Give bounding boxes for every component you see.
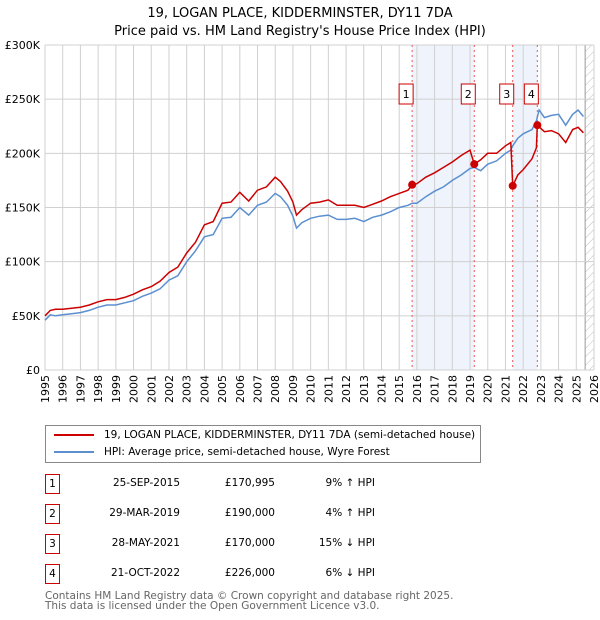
legend: 19, LOGAN PLACE, KIDDERMINSTER, DY11 7DA… [45, 425, 481, 463]
footer-line-2: This data is licensed under the Open Gov… [45, 600, 380, 612]
x-tick-label: 2003 [181, 375, 194, 403]
legend-item-hpi: HPI: Average price, semi-detached house,… [54, 446, 390, 458]
x-tick-label: 2020 [482, 375, 495, 403]
sale-price: £170,995 [224, 477, 275, 489]
sale-point [470, 160, 479, 169]
sale-hpi-diff: 15% ↓ HPI [318, 537, 375, 549]
x-tick-label: 1997 [74, 375, 87, 403]
sale-hpi-diff: 9% ↑ HPI [325, 477, 375, 489]
sale-marker-number: 1 [403, 88, 410, 101]
y-tick-label: £50K [12, 310, 41, 323]
sale-marker-number: 2 [465, 88, 472, 101]
x-tick-label: 2004 [198, 375, 211, 403]
sale-row: 1 25-SEP-2015 £170,995 9% ↑ HPI [45, 474, 445, 494]
sale-row: 2 29-MAR-2019 £190,000 4% ↑ HPI [45, 504, 445, 524]
sale-point [408, 180, 417, 189]
sale-date: 29-MAR-2019 [109, 507, 180, 519]
y-tick-label: £300K [5, 39, 41, 52]
sale-marker-box [398, 83, 414, 105]
y-tick-label: £200K [5, 147, 41, 160]
sale-row: 4 21-OCT-2022 £226,000 6% ↓ HPI [45, 564, 445, 584]
sale-hpi-diff: 6% ↓ HPI [325, 567, 375, 579]
footer-line-1: Contains HM Land Registry data © Crown c… [45, 590, 454, 602]
x-tick-label: 2019 [464, 375, 477, 403]
x-tick-label: 2007 [252, 375, 265, 403]
x-tick-label: 2021 [499, 375, 512, 403]
x-tick-label: 2014 [375, 375, 388, 403]
sale-price: £226,000 [224, 567, 275, 579]
x-tick-label: 2012 [340, 375, 353, 403]
x-tick-label: 2024 [553, 375, 566, 403]
sale-price: £190,000 [224, 507, 275, 519]
x-tick-label: 2006 [234, 375, 247, 403]
x-tick-label: 2013 [358, 375, 371, 403]
x-tick-label: 2016 [411, 375, 424, 403]
legend-label: HPI: Average price, semi-detached house,… [104, 446, 390, 458]
x-tick-label: 1996 [57, 375, 70, 403]
sale-marker-number: 3 [503, 88, 510, 101]
sale-date: 25-SEP-2015 [112, 477, 180, 489]
price-chart: 1995 1996 1997 1998 1999 2000 2001 2002 2003 2004… [5, 39, 600, 403]
x-tick-label: 2026 [588, 375, 600, 403]
x-tick-label: 2010 [305, 375, 318, 403]
x-tick-label: 2001 [145, 375, 158, 403]
sale-hpi-diff: 4% ↑ HPI [325, 507, 375, 519]
y-tick-label: £250K [5, 93, 41, 106]
sale-point [508, 181, 517, 190]
hpi-line [44, 108, 584, 321]
x-tick-label: 2008 [269, 375, 282, 403]
sale-date: 28-MAY-2021 [111, 537, 180, 549]
x-tick-label: 2002 [163, 375, 176, 403]
x-tick-label: 2025 [570, 375, 583, 403]
x-tick-label: 2005 [216, 375, 229, 403]
chart-title: 19, LOGAN PLACE, KIDDERMINSTER, DY11 7DA [147, 6, 453, 21]
y-tick-label: £0 [26, 364, 40, 377]
x-tick-label: 2015 [393, 375, 406, 403]
x-tick-label: 2011 [322, 375, 335, 403]
x-tick-label: 1998 [92, 375, 105, 403]
x-tick-label: 2023 [535, 375, 548, 403]
x-tick-label: 2022 [517, 375, 530, 403]
x-tick-label: 2009 [287, 375, 300, 403]
sale-point [533, 121, 542, 130]
sale-marker-box [499, 83, 515, 105]
sale-number: 2 [45, 504, 60, 524]
x-tick-label: 1995 [39, 375, 52, 403]
x-tick-label: 2018 [446, 375, 459, 403]
sale-price: £170,000 [224, 537, 275, 549]
x-tick-label: 1999 [110, 375, 123, 403]
y-tick-label: £150K [5, 202, 41, 215]
y-tick-label: £100K [5, 256, 41, 269]
sale-marker-number: 4 [528, 88, 535, 101]
sale-date: 21-OCT-2022 [111, 567, 180, 579]
chart-subtitle: Price paid vs. HM Land Registry's House … [114, 24, 486, 39]
sale-number: 4 [45, 564, 60, 584]
legend-item-property: 19, LOGAN PLACE, KIDDERMINSTER, DY11 7DA… [54, 429, 475, 441]
sale-row: 3 28-MAY-2021 £170,000 15% ↓ HPI [45, 534, 445, 554]
sale-marker-box [460, 83, 476, 105]
sale-marker-box [523, 83, 539, 105]
x-tick-label: 2000 [128, 375, 141, 403]
x-tick-label: 2017 [429, 375, 442, 403]
sale-number: 1 [45, 474, 60, 494]
legend-label: 19, LOGAN PLACE, KIDDERMINSTER, DY11 7DA… [104, 429, 476, 441]
sale-number: 3 [45, 534, 60, 554]
